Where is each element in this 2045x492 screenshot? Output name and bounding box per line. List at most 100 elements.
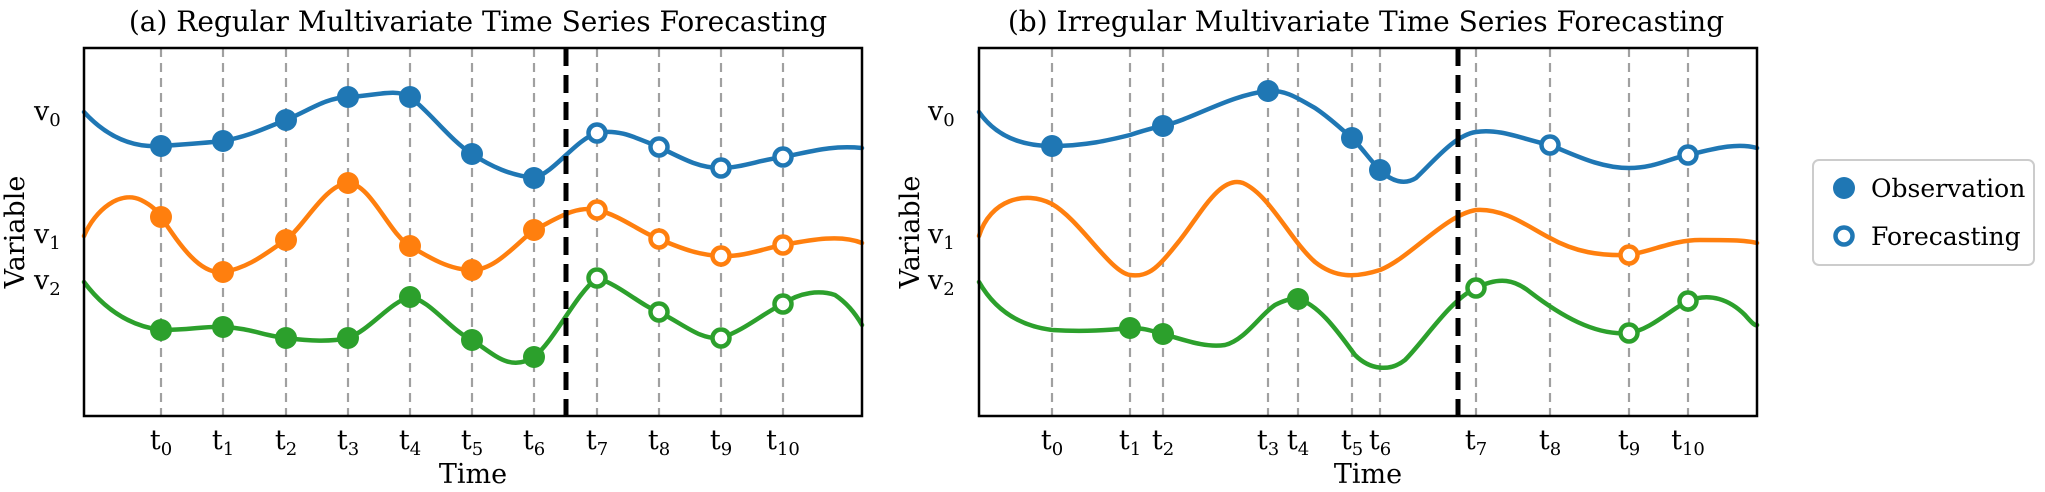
fc-v0-t9 [710, 157, 732, 179]
fc-v0-t10 [1677, 144, 1699, 166]
var-label-v1: v1 [927, 219, 955, 254]
panel-a-curve-v0 [81, 90, 865, 181]
panel-b-forecasts [1465, 134, 1699, 344]
fc-v2-t9 [710, 327, 732, 349]
obs-v1-t3 [337, 172, 359, 194]
obs-v2-t4 [1287, 288, 1309, 310]
var-label-v0: v0 [33, 96, 61, 131]
panel-a-time-gridlines [159, 48, 785, 416]
panel-a-title: (a) Regular Multivariate Time Series For… [129, 5, 827, 38]
fc-v1-t9 [1618, 244, 1640, 266]
var-label-v1: v1 [33, 219, 61, 254]
time-label-t1: t1 [212, 425, 234, 460]
panel-a-observations [150, 86, 545, 368]
fc-v0-t8 [1539, 134, 1561, 156]
obs-v1-t0 [150, 206, 172, 228]
time-label-t8: t8 [648, 425, 670, 460]
time-label-t4: t4 [1287, 425, 1309, 460]
fc-v1-t7 [586, 199, 608, 221]
time-label-t9: t9 [710, 425, 732, 460]
panel-b: (b) Irregular Multivariate Time Series F… [895, 5, 1760, 490]
time-label-t6: t6 [523, 425, 545, 460]
panel-b-curve-v1 [976, 179, 1760, 278]
time-label-t3: t3 [1257, 425, 1279, 460]
fc-v0-t10 [772, 146, 794, 168]
time-label-t2: t2 [275, 425, 297, 460]
panel-a-var-labels: v0 v1 v2 [33, 96, 61, 300]
obs-v2-t1 [1119, 317, 1141, 339]
panel-b-ylabel: Variable [895, 176, 926, 290]
time-label-t5: t5 [461, 425, 483, 460]
time-label-t2: t2 [1152, 425, 1174, 460]
time-label-t7: t7 [1465, 425, 1487, 460]
legend: Observation Forecasting [1812, 159, 2035, 266]
obs-v0-t5 [461, 143, 483, 165]
obs-v2-t3 [337, 327, 359, 349]
fc-v2-t7 [1465, 277, 1487, 299]
obs-v2-t1 [212, 316, 234, 338]
time-label-t4: t4 [399, 425, 421, 460]
time-label-t0: t0 [150, 425, 172, 460]
panel-b-frame [977, 46, 1759, 418]
time-label-t5: t5 [1341, 425, 1363, 460]
obs-v2-t2 [275, 327, 297, 349]
fc-v2-t8 [648, 301, 670, 323]
obs-v2-t4 [399, 286, 421, 308]
panel-b-time-gridlines [1050, 48, 1690, 416]
var-label-v0: v0 [927, 96, 955, 131]
legend-observation-label: Observation [1871, 174, 2025, 203]
panel-b-observations [1041, 80, 1391, 345]
panel-b-time-labels: t0 t1 t2 t3 t4 t5 t6 t7 t8 t9 t10 [1041, 425, 1705, 460]
obs-v2-t5 [461, 329, 483, 351]
obs-v2-t0 [150, 319, 172, 341]
obs-v0-t2 [275, 109, 297, 131]
obs-v0-t0 [1041, 135, 1063, 157]
fc-v0-t7 [586, 122, 608, 144]
obs-v0-t3 [1257, 80, 1279, 102]
obs-v0-t4 [399, 86, 421, 108]
panel-b-xlabel: Time [1334, 459, 1402, 490]
fc-v1-t10 [772, 234, 794, 256]
time-label-t0: t0 [1041, 425, 1063, 460]
fc-v1-t8 [648, 228, 670, 250]
fc-v2-t7 [586, 267, 608, 289]
obs-v1-t6 [523, 219, 545, 241]
time-label-t1: t1 [1119, 425, 1141, 460]
time-label-t10: t10 [1671, 425, 1705, 460]
time-label-t10: t10 [766, 425, 800, 460]
legend-forecasting-marker [1833, 225, 1855, 247]
legend-box [1812, 159, 2035, 266]
obs-v1-t1 [212, 261, 234, 283]
obs-v1-t5 [461, 259, 483, 281]
obs-v0-t3 [337, 86, 359, 108]
panel-b-var-labels: v0 v1 v2 [927, 96, 955, 300]
panel-a-frame [82, 46, 864, 418]
legend-observation-marker [1833, 177, 1855, 199]
var-label-v2: v2 [927, 265, 955, 300]
obs-v2-t6 [523, 346, 545, 368]
fc-v2-t9 [1618, 322, 1640, 344]
time-label-t9: t9 [1618, 425, 1640, 460]
panel-a-forecasts [586, 122, 794, 349]
fc-v0-t8 [648, 136, 670, 158]
panel-a-xlabel: Time [439, 459, 507, 490]
fc-v1-t9 [710, 245, 732, 267]
time-label-t3: t3 [337, 425, 359, 460]
obs-v0-t0 [150, 135, 172, 157]
fc-v2-t10 [772, 293, 794, 315]
time-label-t7: t7 [586, 425, 608, 460]
panel-b-curve-v2 [976, 278, 1760, 370]
obs-v1-t2 [275, 229, 297, 251]
obs-v0-t6 [523, 167, 545, 189]
obs-v2-t2 [1152, 323, 1174, 345]
legend-forecasting-label: Forecasting [1871, 222, 2021, 251]
panel-a: (a) Regular Multivariate Time Series For… [0, 5, 865, 490]
obs-v0-t2 [1152, 115, 1174, 137]
time-label-t6: t6 [1369, 425, 1391, 460]
panel-b-curve-v0 [976, 88, 1760, 184]
fc-v2-t10 [1677, 290, 1699, 312]
obs-v1-t4 [399, 235, 421, 257]
obs-v0-t1 [212, 130, 234, 152]
obs-v0-t6 [1369, 159, 1391, 181]
